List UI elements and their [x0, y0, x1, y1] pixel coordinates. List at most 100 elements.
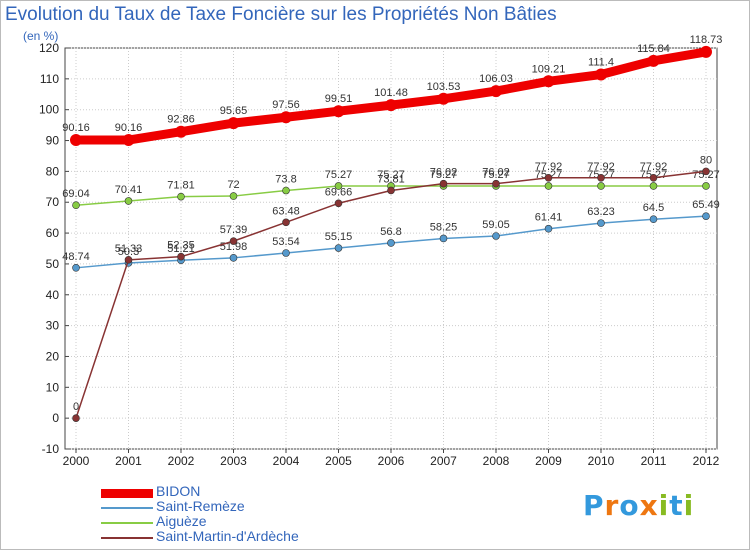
- legend-label: Saint-Martin-d'Ardèche: [156, 528, 299, 544]
- data-point-saint-martin-d-arde-che: [439, 179, 448, 188]
- data-point-saint-martin-d-arde-che: [544, 174, 553, 182]
- data-label-saint-martin-d-arde-che: 73.81: [377, 173, 405, 185]
- data-point-saint-reme-ze: [544, 224, 553, 233]
- legend-item-saint-martin-d-arde-che: Saint-Martin-d'Ardèche: [101, 528, 401, 546]
- x-tick-label: 2000: [63, 454, 90, 468]
- data-label-saint-reme-ze: 50.3: [118, 246, 139, 258]
- data-label-saint-martin-d-arde-che: 76.02: [482, 167, 510, 179]
- data-point-saint-reme-ze: [229, 254, 238, 262]
- y-tick-label: 80: [46, 164, 60, 178]
- data-label-saint-martin-d-arde-che: 57.39: [220, 224, 248, 236]
- data-label-aigue-ze: 75.27: [430, 169, 458, 181]
- data-label-aigue-ze: 69.04: [62, 188, 90, 200]
- y-tick-label: 20: [46, 349, 60, 363]
- x-tick-label: 2003: [220, 454, 247, 468]
- data-label-saint-martin-d-arde-che: 80: [700, 154, 712, 166]
- data-point-saint-martin-d-arde-che: [282, 218, 290, 227]
- data-label-saint-martin-d-arde-che: 77.92: [587, 161, 615, 173]
- legend-swatch: [101, 522, 153, 524]
- x-tick-label: 2009: [535, 454, 562, 468]
- data-label-aigue-ze: 75.27: [482, 169, 510, 181]
- legend-item-saint-reme-ze: Saint-Remèze: [101, 498, 401, 516]
- legend-label: Aiguèze: [156, 513, 207, 529]
- data-point-saint-reme-ze: [387, 239, 395, 247]
- data-point-aigue-ze: [702, 182, 710, 190]
- data-point-saint-martin-d-arde-che: [387, 186, 395, 195]
- legend-item-bidon: BIDON: [101, 483, 401, 501]
- data-point-saint-reme-ze: [334, 244, 343, 252]
- legend-item-aigue-ze: Aiguèze: [101, 513, 401, 531]
- data-point-saint-martin-d-arde-che: [492, 179, 500, 188]
- data-point-saint-martin-d-arde-che: [177, 252, 185, 261]
- legend-swatch: [101, 537, 153, 539]
- logo-letter: P: [583, 489, 605, 522]
- data-label-bidon: 101.48: [374, 87, 408, 99]
- data-label-saint-reme-ze: 51.21: [167, 243, 195, 255]
- x-tick-label: 2005: [325, 454, 352, 468]
- data-point-saint-reme-ze: [439, 234, 448, 243]
- data-label-saint-reme-ze: 63.23: [587, 206, 615, 218]
- data-label-bidon: 97.56: [272, 99, 300, 111]
- data-point-aigue-ze: [597, 182, 605, 190]
- data-label-saint-reme-ze: 56.8: [380, 226, 401, 238]
- data-label-bidon: 103.53: [427, 81, 461, 93]
- data-label-aigue-ze: 75.27: [325, 169, 353, 181]
- data-point-saint-reme-ze: [492, 232, 500, 240]
- data-label-bidon: 111.4: [588, 57, 614, 69]
- data-label-saint-martin-d-arde-che: 63.48: [272, 205, 300, 217]
- y-tick-label: 110: [40, 72, 59, 86]
- data-label-bidon: 90.16: [62, 122, 90, 134]
- data-label-aigue-ze: 72: [227, 179, 239, 191]
- data-point-bidon: [332, 105, 345, 118]
- data-label-saint-martin-d-arde-che: 0: [73, 401, 79, 413]
- data-label-bidon: 109.21: [532, 63, 566, 75]
- data-point-aigue-ze: [649, 182, 658, 190]
- y-tick-label: 40: [46, 288, 60, 302]
- data-point-saint-martin-d-arde-che: [649, 174, 658, 182]
- data-point-saint-reme-ze: [649, 215, 658, 223]
- y-tick-label: 50: [46, 257, 60, 271]
- data-label-saint-reme-ze: 58.25: [430, 221, 458, 233]
- data-point-aigue-ze: [72, 201, 80, 209]
- data-point-aigue-ze: [544, 182, 553, 190]
- data-point-bidon: [227, 117, 240, 130]
- legend-swatch: [101, 507, 153, 509]
- data-point-bidon: [280, 111, 292, 124]
- data-point-bidon: [595, 68, 607, 81]
- data-point-aigue-ze: [282, 186, 290, 195]
- data-label-saint-reme-ze: 59.05: [482, 219, 510, 231]
- data-point-bidon: [700, 45, 712, 58]
- data-label-saint-martin-d-arde-che: 51.33: [115, 243, 143, 255]
- data-label-aigue-ze: 75.27: [377, 169, 405, 181]
- y-tick-label: 0: [52, 411, 59, 425]
- logo-letter: t: [669, 489, 684, 522]
- x-tick-label: 2007: [430, 454, 457, 468]
- data-point-bidon: [647, 54, 660, 67]
- data-point-saint-reme-ze: [282, 249, 290, 257]
- data-point-aigue-ze: [229, 192, 238, 200]
- data-point-bidon: [542, 75, 555, 88]
- x-tick-label: 2004: [273, 454, 300, 468]
- data-point-saint-reme-ze: [597, 219, 605, 227]
- data-point-bidon: [490, 85, 502, 98]
- data-label-saint-martin-d-arde-che: 77.92: [640, 161, 668, 173]
- data-label-bidon: 99.51: [325, 93, 353, 105]
- data-label-saint-martin-d-arde-che: 77.92: [535, 161, 563, 173]
- data-point-saint-martin-d-arde-che: [597, 174, 605, 182]
- data-point-saint-martin-d-arde-che: [124, 256, 133, 264]
- chart-title: Evolution du Taux de Taxe Foncière sur l…: [5, 4, 557, 25]
- data-label-bidon: 106.03: [479, 73, 513, 85]
- legend-swatch: [101, 488, 153, 498]
- y-tick-label: 70: [46, 195, 60, 209]
- data-point-bidon: [437, 92, 450, 105]
- y-axis-unit: (en %): [23, 29, 59, 43]
- data-label-bidon: 115.84: [637, 43, 670, 55]
- x-tick-label: 2002: [168, 454, 195, 468]
- y-tick-label: 10: [46, 380, 60, 394]
- data-point-saint-reme-ze: [72, 264, 80, 272]
- data-point-aigue-ze: [177, 192, 185, 201]
- data-label-saint-martin-d-arde-che: 69.66: [325, 186, 353, 198]
- x-tick-label: 2011: [641, 454, 667, 468]
